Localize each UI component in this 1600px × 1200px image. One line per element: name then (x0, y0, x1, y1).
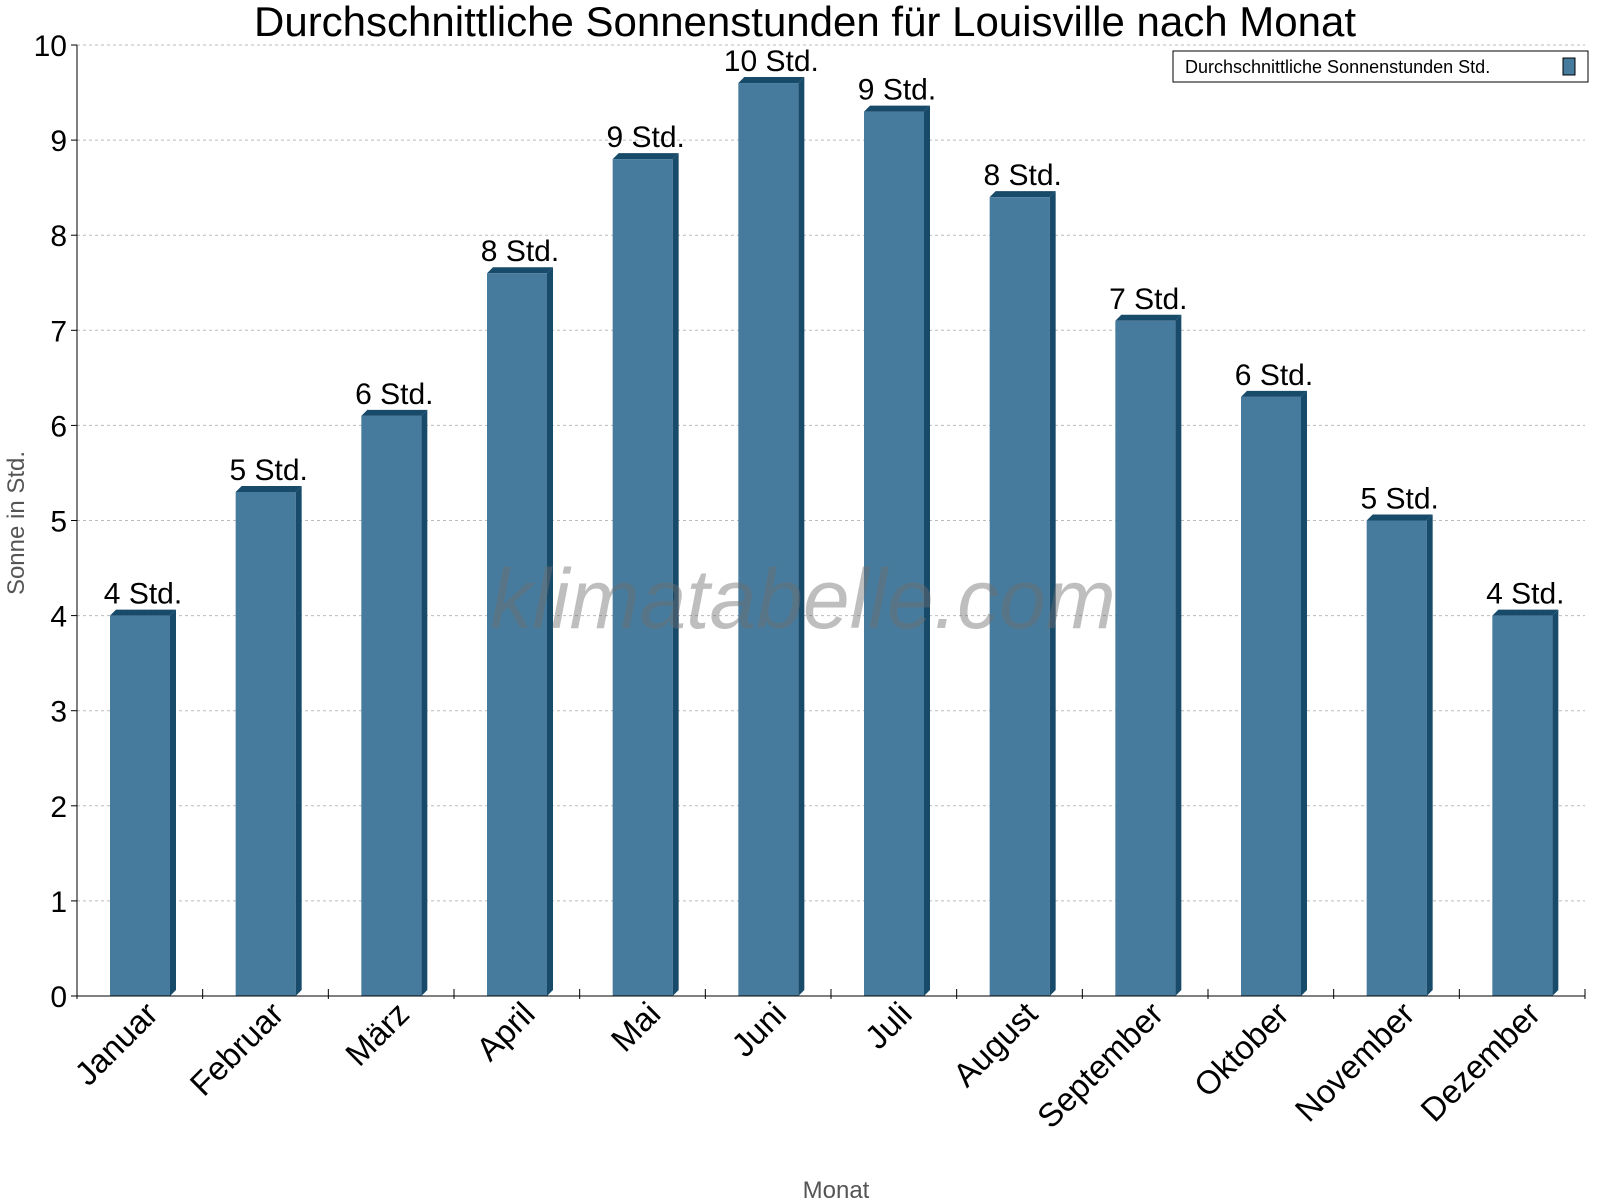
x-tick-label: März (338, 995, 416, 1073)
bar-side (295, 485, 302, 996)
data-label: 4 Std. (104, 578, 182, 611)
bar-side (547, 267, 553, 996)
x-tick-label: Februar (183, 995, 291, 1103)
data-label: 4 Std. (1486, 578, 1564, 611)
y-tick-label: 4 (50, 601, 67, 634)
bar (1492, 615, 1553, 996)
bar-top (989, 191, 1056, 198)
data-label: 6 Std. (355, 378, 433, 411)
bar (738, 83, 799, 997)
bar (235, 491, 296, 996)
x-tick-label: Januar (67, 995, 165, 1093)
x-tick-label: November (1288, 995, 1422, 1129)
data-label: 6 Std. (1235, 359, 1313, 392)
bar-top (235, 485, 302, 492)
y-tick-label: 7 (50, 315, 67, 348)
bar-top (612, 153, 679, 160)
legend-label: Durchschnittliche Sonnenstunden Std. (1185, 57, 1490, 77)
legend-box (1172, 50, 1589, 83)
bar-top (738, 77, 805, 84)
bar-top (361, 409, 428, 416)
bar (487, 273, 547, 996)
bar-top (1366, 514, 1433, 521)
bar-top (864, 105, 930, 112)
bar (1241, 396, 1301, 996)
y-tick-label: 3 (50, 696, 67, 729)
bar (864, 111, 924, 996)
y-tick-label: 6 (50, 410, 67, 443)
bar-top (1492, 609, 1559, 616)
data-label: 7 Std. (1109, 283, 1187, 316)
data-label: 5 Std. (1360, 483, 1438, 516)
x-tick-label: Juli (858, 995, 919, 1056)
data-label: 9 Std. (858, 74, 936, 107)
bar (110, 615, 170, 996)
bar-top (110, 609, 176, 616)
data-label: 8 Std. (983, 159, 1061, 192)
x-tick-label: Juni (724, 995, 793, 1064)
bar-side (1301, 390, 1307, 996)
x-tick-label: August (946, 995, 1045, 1094)
data-label: 10 Std. (724, 45, 819, 78)
bars: 4 Std. 5 Std. 6 Std. 8 Std. 9 Std. 10 Std. 9 S… (104, 45, 1565, 997)
y-tick-label: 10 (34, 30, 67, 63)
x-tick-label: September (1030, 995, 1170, 1135)
y-tick-label: 0 (50, 981, 67, 1014)
bar-side (924, 105, 930, 996)
y-axis-title: Sonne in Std. (3, 451, 30, 595)
chart-title: Durchschnittliche Sonnenstunden für Loui… (254, 0, 1356, 45)
data-label: 9 Std. (606, 121, 684, 154)
y-tick-label: 8 (50, 220, 67, 253)
bar-side (672, 153, 679, 996)
legend-swatch (1562, 57, 1576, 76)
x-tick-label: Dezember (1413, 995, 1547, 1129)
legend: Durchschnittliche Sonnenstunden Std. (1172, 50, 1589, 83)
bar (989, 197, 1050, 996)
bar (1115, 320, 1176, 996)
x-axis-title: Monat (803, 1177, 870, 1200)
bar-side (1426, 514, 1433, 996)
gridlines (77, 44, 1585, 902)
data-label: 5 Std. (229, 454, 307, 487)
bar-side (1175, 314, 1182, 996)
x-tick-label: Mai (604, 995, 668, 1059)
data-label: 8 Std. (481, 235, 559, 268)
bar-top (1241, 390, 1307, 397)
y-tick-label: 5 (50, 506, 67, 539)
x-tick-label: Oktober (1187, 995, 1296, 1104)
watermark: klimatabelle.com (490, 552, 1116, 646)
bar-side (170, 609, 176, 996)
bar-side (421, 409, 428, 996)
y-tick-label: 9 (50, 125, 67, 158)
bar-side (1552, 609, 1559, 996)
bar (612, 159, 673, 996)
bar (361, 415, 422, 996)
bar-top (1115, 314, 1182, 321)
bar-top (487, 267, 553, 274)
y-tick-label: 2 (50, 791, 67, 824)
y-tick-label: 1 (50, 886, 67, 919)
x-tick-label: April (469, 995, 542, 1068)
bar-side (1049, 191, 1056, 996)
bar-side (798, 77, 805, 997)
bar (1366, 520, 1427, 996)
